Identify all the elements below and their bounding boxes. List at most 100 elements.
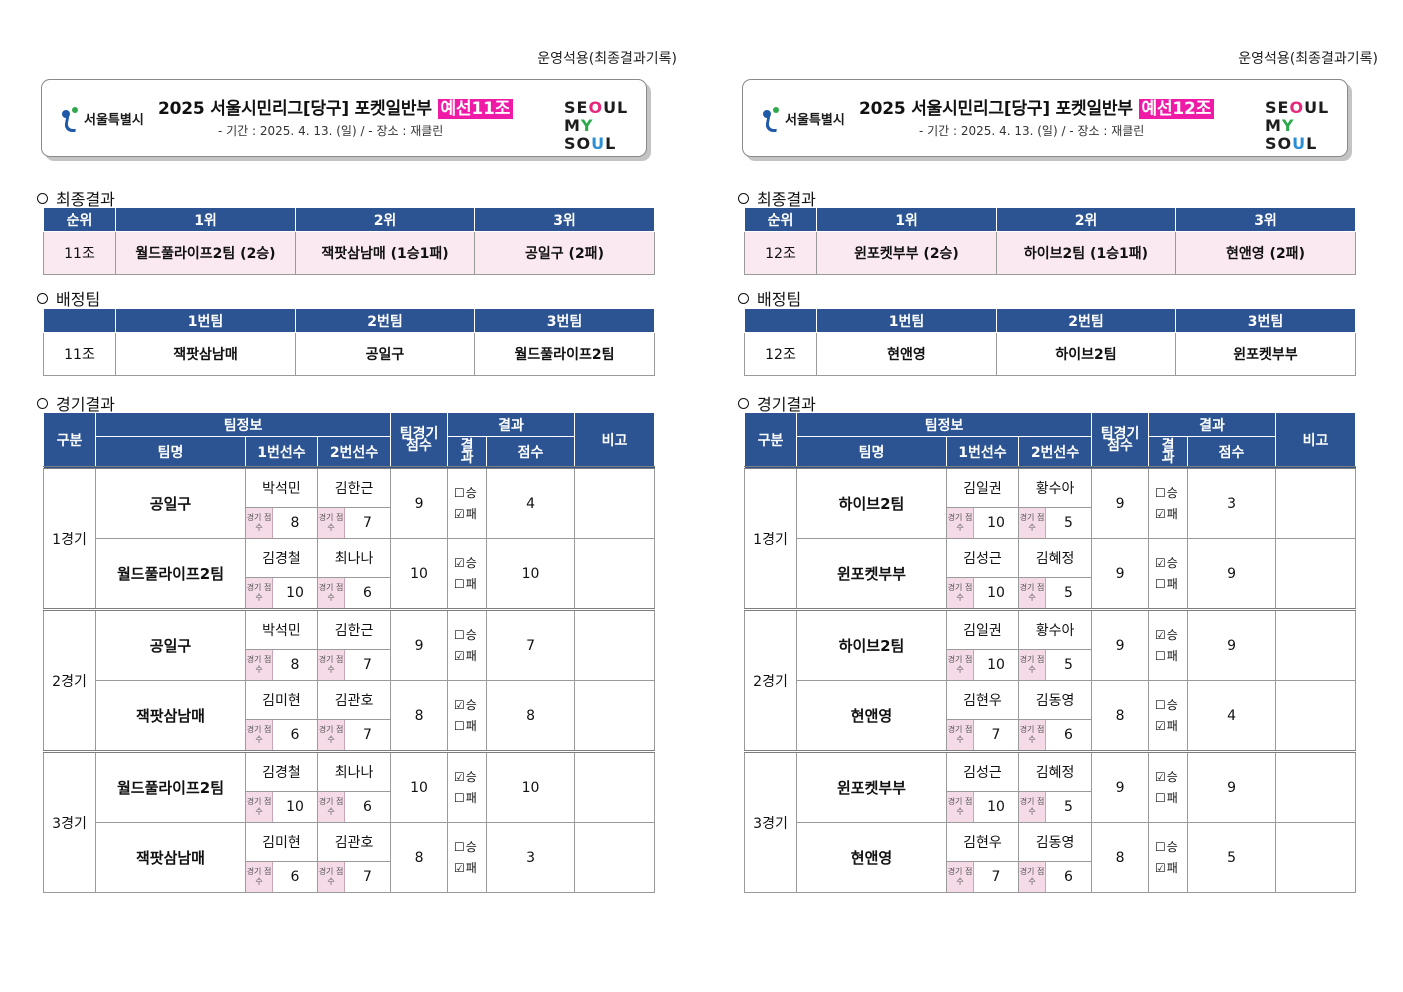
loss-checkbox-icon[interactable]: ☑ (1155, 718, 1166, 733)
result-checkboxes[interactable]: ☐승 ☑패 (1148, 680, 1189, 752)
loss-checkbox-icon[interactable]: ☑ (1155, 506, 1166, 521)
page-title: 2025 서울시민리그[당구] 포켓일반부 예선12조 (859, 94, 1215, 119)
note-cell[interactable] (574, 680, 656, 752)
section-game-results: 경기결과 (738, 391, 816, 415)
note-cell[interactable] (1275, 680, 1357, 752)
win-checkbox-icon[interactable]: ☑ (454, 555, 465, 570)
team-name: 하이브2팀 (796, 608, 947, 681)
player1-score: 10 (987, 657, 1005, 673)
note-cell[interactable] (574, 750, 656, 823)
game-score-row: 경기 점수 6 경기 점수 7 (44, 719, 655, 752)
score-badge: 경기 점수 (947, 650, 974, 680)
game-score: 9 (1187, 608, 1277, 681)
loss-checkbox-icon[interactable]: ☐ (1155, 648, 1166, 663)
loss-checkbox-icon[interactable]: ☑ (1155, 860, 1166, 875)
game-score: 10 (486, 538, 576, 610)
game-label: 3경기 (744, 750, 797, 893)
result-checkboxes[interactable]: ☑승 ☐패 (1148, 608, 1189, 681)
loss-checkbox-icon[interactable]: ☐ (1155, 790, 1166, 805)
player1-score: 6 (290, 869, 300, 885)
score-badge: 경기 점수 (1019, 792, 1046, 822)
header-note: 비고 (574, 412, 656, 468)
win-checkbox-icon[interactable]: ☐ (1155, 839, 1166, 854)
win-label: 승 (465, 839, 477, 854)
player2-score-cell: 경기 점수 6 (316, 577, 392, 610)
note-cell[interactable] (1275, 466, 1357, 539)
result-checkboxes[interactable]: ☑승 ☐패 (1148, 750, 1189, 823)
header-blank (744, 308, 817, 333)
loss-checkbox-icon[interactable]: ☑ (454, 506, 465, 521)
team3-name: 윈포켓부부 (1175, 332, 1356, 376)
seoul-city-logo: 서울특별시 (761, 106, 845, 132)
note-cell[interactable] (1275, 822, 1357, 893)
result-checkboxes[interactable]: ☐승 ☑패 (1148, 466, 1189, 539)
loss-label: 패 (465, 648, 477, 663)
seoul-logo-icon (60, 106, 82, 132)
header-team2: 2번팀 (295, 308, 475, 333)
win-checkbox-icon[interactable]: ☑ (454, 697, 465, 712)
player1-score-cell: 경기 점수 6 (245, 861, 318, 893)
loss-label: 패 (1166, 860, 1178, 875)
game-team-row: 1경기 공일구 박석민 김한근 9 ☐승 ☑패 4 (43, 466, 656, 610)
loss-checkbox-icon[interactable]: ☐ (454, 718, 465, 733)
result-checkboxes[interactable]: ☑승 ☐패 (1148, 538, 1189, 610)
win-checkbox-icon[interactable]: ☐ (1155, 697, 1166, 712)
header-category: 구분 (744, 412, 797, 468)
header-team1: 1번팀 (816, 308, 997, 333)
game-score-row: 경기 점수 10 경기 점수 6 (44, 791, 655, 823)
result-checkboxes[interactable]: ☐승 ☑패 (447, 822, 488, 893)
header-team-info: 팀정보 (94, 412, 392, 437)
note-cell[interactable] (574, 466, 656, 539)
player1-score-cell: 경기 점수 8 (245, 649, 318, 681)
score-badge: 경기 점수 (318, 508, 345, 538)
win-checkbox-icon[interactable]: ☐ (454, 839, 465, 854)
loss-checkbox-icon[interactable]: ☑ (454, 860, 465, 875)
note-cell[interactable] (1275, 608, 1357, 681)
note-cell[interactable] (1275, 538, 1357, 610)
loss-checkbox-icon[interactable]: ☑ (454, 648, 465, 663)
game-score: 7 (486, 608, 576, 681)
note-cell[interactable] (574, 822, 656, 893)
result-checkboxes[interactable]: ☐승 ☑패 (447, 608, 488, 681)
note-cell[interactable] (574, 608, 656, 681)
win-label: 승 (465, 555, 477, 570)
group-tag: 예선11조 (437, 99, 514, 119)
result-checkboxes[interactable]: ☑승 ☐패 (447, 680, 488, 752)
player2-score-cell: 경기 점수 6 (316, 791, 392, 823)
win-checkbox-icon[interactable]: ☑ (1155, 555, 1166, 570)
group-label: 12조 (744, 231, 817, 275)
win-checkbox-icon[interactable]: ☐ (454, 485, 465, 500)
circle-bullet-icon (37, 193, 48, 204)
player2-name: 황수아 (1017, 466, 1093, 508)
team-score: 9 (1091, 466, 1150, 539)
player1-score-cell: 경기 점수 10 (946, 791, 1019, 823)
result-checkboxes[interactable]: ☐승 ☑패 (1148, 822, 1189, 893)
player1-score: 10 (987, 799, 1005, 815)
note-cell[interactable] (574, 538, 656, 610)
result-checkboxes[interactable]: ☐승 ☑패 (447, 466, 488, 539)
win-checkbox-icon[interactable]: ☑ (454, 769, 465, 784)
player2-score: 7 (363, 869, 372, 885)
win-checkbox-icon[interactable]: ☐ (454, 627, 465, 642)
win-checkbox-icon[interactable]: ☑ (1155, 627, 1166, 642)
result-checkboxes[interactable]: ☑승 ☐패 (447, 750, 488, 823)
player2-score-cell: 경기 점수 6 (1017, 719, 1093, 752)
section-assigned-teams: 배정팀 (738, 286, 801, 310)
header-team-info: 팀정보 (795, 412, 1093, 437)
header-category: 구분 (43, 412, 96, 468)
game-results-table: 구분 팀정보 팀경기 점수 결과 비고 팀명 1번선수 2번선수 결과 점수 1… (43, 412, 656, 893)
header-player1: 1번선수 (245, 436, 318, 468)
page-title: 2025 서울시민리그[당구] 포켓일반부 예선11조 (158, 94, 514, 119)
note-cell[interactable] (1275, 750, 1357, 823)
game-team-row: 3경기 월드풀라이프2팀 김경철 최나나 10 ☑승 ☐패 10 (43, 750, 656, 893)
team-name: 윈포켓부부 (796, 538, 947, 610)
player1-score: 10 (987, 585, 1005, 601)
loss-checkbox-icon[interactable]: ☐ (1155, 576, 1166, 591)
win-checkbox-icon[interactable]: ☐ (1155, 485, 1166, 500)
result-checkboxes[interactable]: ☑승 ☐패 (447, 538, 488, 610)
usage-note: 운영석용(최종결과기록) (1238, 51, 1378, 67)
loss-checkbox-icon[interactable]: ☐ (454, 576, 465, 591)
win-checkbox-icon[interactable]: ☑ (1155, 769, 1166, 784)
loss-checkbox-icon[interactable]: ☐ (454, 790, 465, 805)
player2-score-cell: 경기 점수 7 (316, 861, 392, 893)
